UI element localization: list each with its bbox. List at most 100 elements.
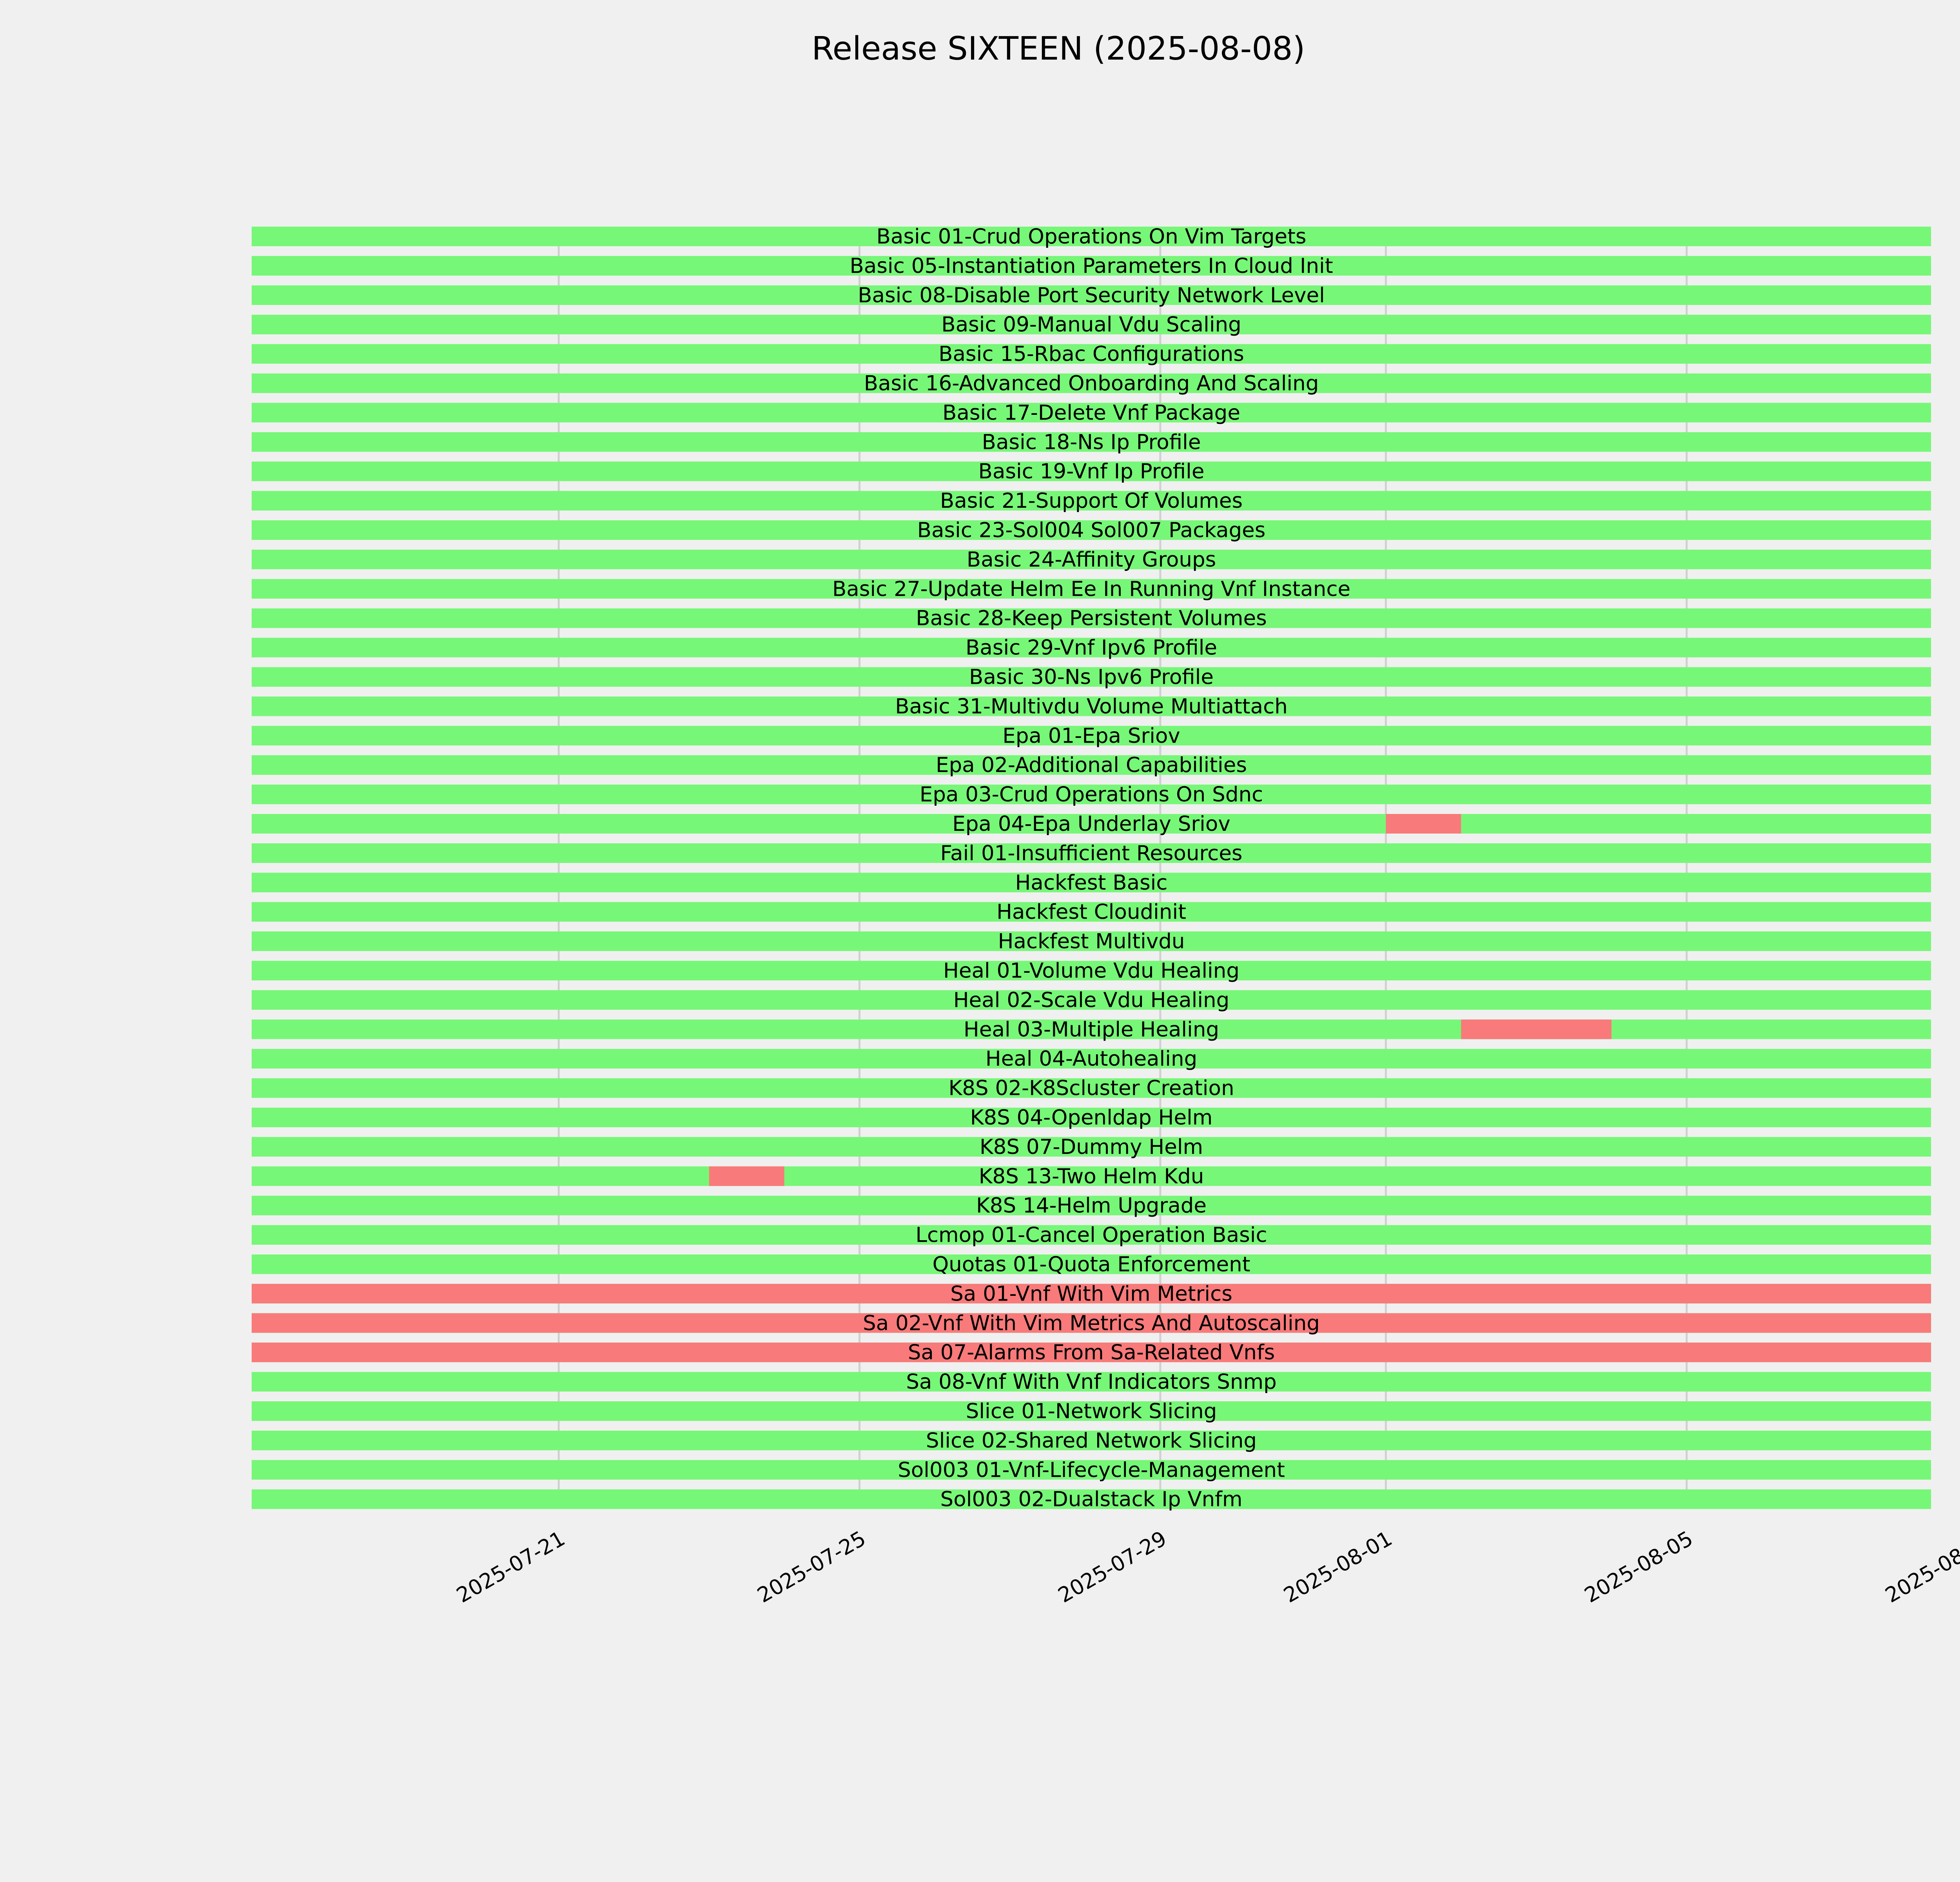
x-tick-label: 2025-08-05 (1581, 1526, 1697, 1608)
bar-pass (252, 1195, 1931, 1215)
bar-label: Sol003 01-Vnf-Lifecycle-Management (898, 1458, 1285, 1482)
bar-fail (252, 1342, 1931, 1362)
bar-label: Basic 28-Keep Persistent Volumes (916, 607, 1267, 630)
bar-label: Sa 02-Vnf With Vim Metrics And Autoscali… (863, 1311, 1320, 1335)
bar-pass (252, 1430, 1931, 1450)
bar-fail (709, 1166, 784, 1186)
bar-fail (1461, 1019, 1612, 1039)
bar-label: Sa 01-Vnf With Vim Metrics (950, 1282, 1232, 1306)
bar-pass (252, 931, 1931, 951)
bar-label: Basic 24-Affinity Groups (967, 548, 1216, 572)
bar-pass (252, 373, 1931, 393)
bar-label: Basic 17-Delete Vnf Package (942, 401, 1240, 425)
bar-label: Basic 23-Sol004 Sol007 Packages (917, 518, 1266, 542)
bar-pass (252, 314, 1931, 334)
x-tick-label: 2025-07-29 (1054, 1526, 1171, 1608)
bar-pass (252, 403, 1931, 423)
bar-pass (252, 608, 1931, 628)
bar-pass (252, 872, 1931, 892)
bar-pass (252, 285, 1931, 305)
bar-label: Hackfest Basic (1015, 871, 1168, 895)
bar-pass (252, 1254, 1931, 1274)
bar-label: Sol003 02-Dualstack Ip Vnfm (940, 1488, 1243, 1511)
bar-label: Hackfest Cloudinit (996, 900, 1186, 924)
bar-pass (252, 1372, 1931, 1392)
bar-pass (252, 1401, 1931, 1421)
bar-pass (252, 432, 1931, 452)
bar-pass (252, 638, 1931, 658)
bar-label: Heal 03-Multiple Healing (964, 1017, 1219, 1041)
bar-label: Basic 01-Crud Operations On Vim Targets (877, 225, 1307, 249)
bar-pass (252, 491, 1931, 511)
x-tick-label: 2025-08-01 (1280, 1526, 1396, 1608)
bar-pass (252, 696, 1931, 716)
bar-label: Basic 15-Rbac Configurations (938, 342, 1244, 366)
bar-label: Lcmop 01-Cancel Operation Basic (916, 1223, 1267, 1247)
bar-pass (252, 1049, 1931, 1069)
bar-label: Epa 03-Crud Operations On Sdnc (920, 783, 1263, 807)
bar-label: Basic 05-Instantiation Parameters In Clo… (850, 254, 1333, 278)
bar-label: Epa 04-Epa Underlay Sriov (952, 812, 1230, 836)
bar-label: Slice 02-Shared Network Slicing (926, 1429, 1257, 1453)
bar-fail (1386, 814, 1461, 834)
bar-label: Slice 01-Network Slicing (966, 1399, 1217, 1423)
bar-pass (252, 990, 1931, 1010)
bar-label: Basic 30-Ns Ipv6 Profile (969, 665, 1214, 689)
bar-pass (252, 667, 1931, 687)
bar-label: K8S 04-Openldap Helm (970, 1106, 1213, 1130)
bar-pass (252, 1137, 1931, 1157)
bar-pass (252, 902, 1931, 922)
bar-label: Basic 08-Disable Port Security Network L… (858, 283, 1325, 307)
bar-pass (252, 785, 1931, 805)
bar-label: Epa 02-Additional Capabilities (936, 753, 1247, 777)
x-tick-label: 2025-08-09 (1881, 1526, 1960, 1608)
bar-pass (252, 579, 1931, 599)
bar-label: Heal 01-Volume Vdu Healing (943, 959, 1240, 983)
bar-label: K8S 14-Helm Upgrade (976, 1194, 1207, 1218)
bar-pass (252, 461, 1931, 481)
bar-label: Heal 04-Autohealing (985, 1047, 1197, 1071)
bar-label: Basic 09-Manual Vdu Scaling (941, 313, 1241, 337)
bar-label: Basic 31-Multivdu Volume Multiattach (895, 694, 1288, 718)
x-tick-label: 2025-07-25 (753, 1526, 870, 1608)
bar-pass (252, 520, 1931, 540)
bar-pass (252, 549, 1931, 569)
bar-pass (252, 1489, 1931, 1509)
bar-label: Basic 29-Vnf Ipv6 Profile (965, 636, 1217, 660)
bar-label: Epa 01-Epa Sriov (1002, 724, 1180, 748)
bar-pass (252, 1225, 1931, 1245)
bar-pass (252, 726, 1931, 746)
bar-label: Basic 16-Advanced Onboarding And Scaling (864, 372, 1319, 396)
bar-label: Sa 08-Vnf With Vnf Indicators Snmp (906, 1370, 1277, 1394)
bar-label: Basic 27-Update Helm Ee In Running Vnf I… (832, 577, 1350, 601)
bar-pass (252, 227, 1931, 246)
bar-pass (252, 1108, 1931, 1127)
bar-label: Heal 02-Scale Vdu Healing (953, 988, 1229, 1012)
bar-label: Quotas 01-Quota Enforcement (933, 1253, 1250, 1277)
bar-label: K8S 13-Two Helm Kdu (979, 1164, 1204, 1188)
bar-labels: Basic 01-Crud Operations On Vim Targets B… (832, 225, 1350, 1511)
bar-pass (252, 256, 1931, 276)
bar-fail (252, 1284, 1931, 1304)
bar-label: Sa 07-Alarms From Sa-Related Vnfs (908, 1341, 1275, 1364)
bar-label: K8S 02-K8Scluster Creation (949, 1076, 1234, 1100)
bar-pass (252, 1166, 1931, 1186)
x-tick-label: 2025-07-21 (453, 1526, 569, 1608)
bar-fail (252, 1313, 1931, 1333)
bar-pass (252, 961, 1931, 981)
bar-pass (252, 1019, 1931, 1039)
timeline-bars (252, 227, 1931, 1509)
bar-label: K8S 07-Dummy Helm (980, 1135, 1203, 1159)
bar-label: Fail 01-Insufficient Resources (940, 841, 1243, 865)
chart-title: Release SIXTEEN (2025-08-08) (811, 30, 1305, 67)
bar-pass (252, 1460, 1931, 1480)
x-axis-ticks: 2025-07-21 2025-07-25 2025-07-29 2025-08-01… (453, 1526, 1960, 1608)
bar-pass (252, 843, 1931, 863)
bar-label: Basic 18-Ns Ip Profile (982, 430, 1201, 454)
bar-label: Basic 21-Support Of Volumes (940, 489, 1243, 513)
bar-label: Basic 19-Vnf Ip Profile (978, 460, 1205, 483)
bar-label: Hackfest Multivdu (998, 930, 1185, 954)
bar-pass (252, 344, 1931, 364)
